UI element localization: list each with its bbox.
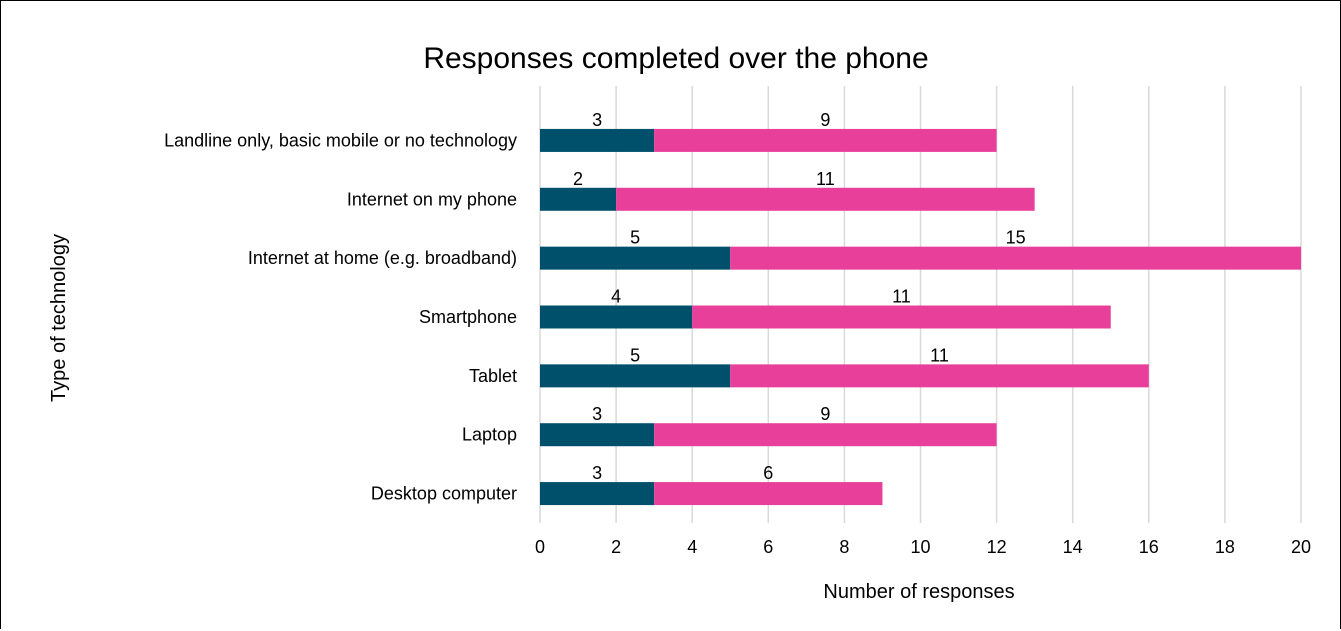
data-label: 9 [820,404,830,424]
data-label: 5 [630,228,640,248]
x-tick-label: 0 [535,537,545,557]
category-label: Desktop computer [371,484,517,504]
data-label: 11 [930,345,949,365]
data-labels: 3 9 2 11 5 15 4 11 5 11 3 9 3 6 [573,110,1026,483]
x-tick-label: 20 [1291,537,1311,557]
x-tick-label: 6 [763,537,773,557]
data-label: 11 [892,287,911,307]
bar-segment-2 [654,423,997,447]
bar-segment-2 [692,305,1111,329]
x-tick-label: 16 [1139,537,1159,557]
x-tick-label: 2 [611,537,621,557]
gridlines [539,86,1302,523]
x-axis-title: Number of responses [823,581,1014,603]
x-tick-label: 4 [687,537,697,557]
bar-segment-1 [540,305,693,329]
data-label: 11 [816,169,835,189]
data-label: 6 [763,463,773,483]
data-label: 3 [592,110,602,130]
category-labels: Landline only, basic mobile or no techno… [164,130,517,503]
chart-title: Responses completed over the phone [423,42,928,75]
bar-segment-2 [616,187,1035,211]
data-label: 4 [611,287,621,307]
category-label: Internet at home (e.g. broadband) [248,248,517,268]
x-tick-labels: 0 2 4 6 8 10 12 14 16 18 20 [535,537,1311,557]
data-label: 3 [592,463,602,483]
x-tick-label: 12 [987,537,1007,557]
data-label: 2 [573,169,583,189]
data-label: 15 [1006,228,1026,248]
bar-segment-2 [730,364,1149,388]
data-label: 3 [592,404,602,424]
x-tick-label: 14 [1063,537,1083,557]
bar-segment-2 [654,482,883,506]
bar-segment-2 [730,246,1301,270]
bars [540,128,1301,506]
category-label: Internet on my phone [347,189,517,209]
data-label: 9 [820,110,830,130]
bar-segment-1 [540,128,655,152]
category-label: Laptop [462,425,517,445]
category-label: Landline only, basic mobile or no techno… [164,130,517,150]
bar-segment-1 [540,482,655,506]
category-label: Tablet [469,366,517,386]
data-label: 5 [630,345,640,365]
bar-segment-2 [654,128,997,152]
bar-segment-1 [540,423,655,447]
x-tick-label: 18 [1215,537,1235,557]
x-tick-label: 10 [910,537,930,557]
bar-segment-1 [540,364,731,388]
bar-segment-1 [540,187,617,211]
x-tick-label: 8 [839,537,849,557]
category-label: Smartphone [419,307,517,327]
y-axis-title: Type of technology [48,234,70,402]
bar-segment-1 [540,246,731,270]
